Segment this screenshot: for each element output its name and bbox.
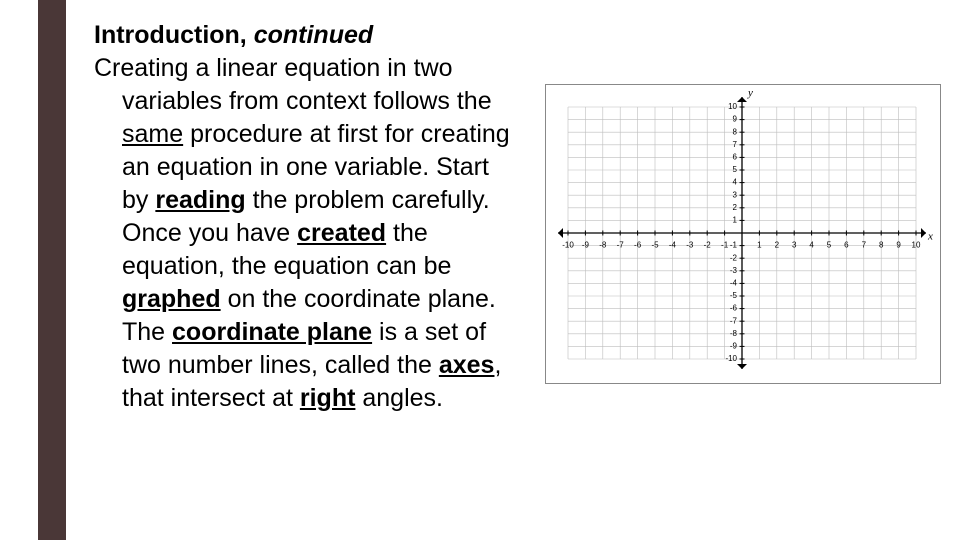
svg-text:4: 4 <box>809 241 814 250</box>
svg-text:7: 7 <box>733 140 738 149</box>
svg-text:5: 5 <box>733 165 738 174</box>
svg-text:-5: -5 <box>730 291 738 300</box>
svg-text:-3: -3 <box>686 241 694 250</box>
svg-text:-6: -6 <box>634 241 642 250</box>
coordinate-plane-graph: -10-9-8-7-6-5-4-3-2-11234567891010987654… <box>545 84 941 384</box>
para-rest: variables from context follows the same … <box>94 85 514 415</box>
svg-text:4: 4 <box>733 178 738 187</box>
heading-title: Introduction, <box>94 21 254 49</box>
kw-created: created <box>297 219 386 247</box>
coordinate-plane-svg: -10-9-8-7-6-5-4-3-2-11234567891010987654… <box>546 85 938 381</box>
svg-text:-7: -7 <box>730 316 738 325</box>
svg-text:-6: -6 <box>730 304 738 313</box>
svg-text:-10: -10 <box>725 354 737 363</box>
svg-text:1: 1 <box>733 216 738 225</box>
svg-text:6: 6 <box>733 153 738 162</box>
svg-text:-2: -2 <box>704 241 712 250</box>
svg-text:-1: -1 <box>721 241 729 250</box>
svg-text:-8: -8 <box>599 241 607 250</box>
body-text: Creating a linear equation in two variab… <box>94 52 514 415</box>
svg-text:9: 9 <box>896 241 901 250</box>
svg-text:-9: -9 <box>730 342 738 351</box>
kw-axes: axes <box>439 351 495 379</box>
svg-text:3: 3 <box>733 190 738 199</box>
kw-reading: reading <box>155 186 245 214</box>
svg-text:8: 8 <box>879 241 884 250</box>
kw-graphed: graphed <box>122 285 221 313</box>
svg-text:2: 2 <box>775 241 780 250</box>
svg-text:6: 6 <box>844 241 849 250</box>
svg-text:2: 2 <box>733 203 738 212</box>
kw-same: same <box>122 120 183 148</box>
svg-text:7: 7 <box>862 241 867 250</box>
slide-heading: Introduction, continued <box>94 20 514 50</box>
accent-bar <box>38 0 66 540</box>
svg-text:-5: -5 <box>651 241 659 250</box>
svg-text:-1: -1 <box>730 241 738 250</box>
svg-text:-8: -8 <box>730 329 738 338</box>
text-content: Introduction, continued Creating a linea… <box>94 20 514 415</box>
para-line1: Creating a linear equation in two <box>94 52 514 85</box>
svg-text:y: y <box>747 87 753 99</box>
svg-text:-2: -2 <box>730 253 738 262</box>
svg-text:3: 3 <box>792 241 797 250</box>
svg-text:-4: -4 <box>730 279 738 288</box>
svg-text:5: 5 <box>827 241 832 250</box>
svg-text:-3: -3 <box>730 266 738 275</box>
kw-right: right <box>300 384 356 412</box>
svg-text:8: 8 <box>733 127 738 136</box>
svg-text:1: 1 <box>757 241 762 250</box>
kw-coordinate-plane: coordinate plane <box>172 318 372 346</box>
svg-text:10: 10 <box>912 241 921 250</box>
svg-text:-7: -7 <box>617 241 625 250</box>
svg-text:x: x <box>927 231 933 243</box>
svg-text:9: 9 <box>733 115 738 124</box>
svg-text:10: 10 <box>728 102 737 111</box>
heading-continued: continued <box>254 21 373 49</box>
svg-text:-4: -4 <box>669 241 677 250</box>
svg-text:-10: -10 <box>562 241 574 250</box>
svg-text:-9: -9 <box>582 241 590 250</box>
